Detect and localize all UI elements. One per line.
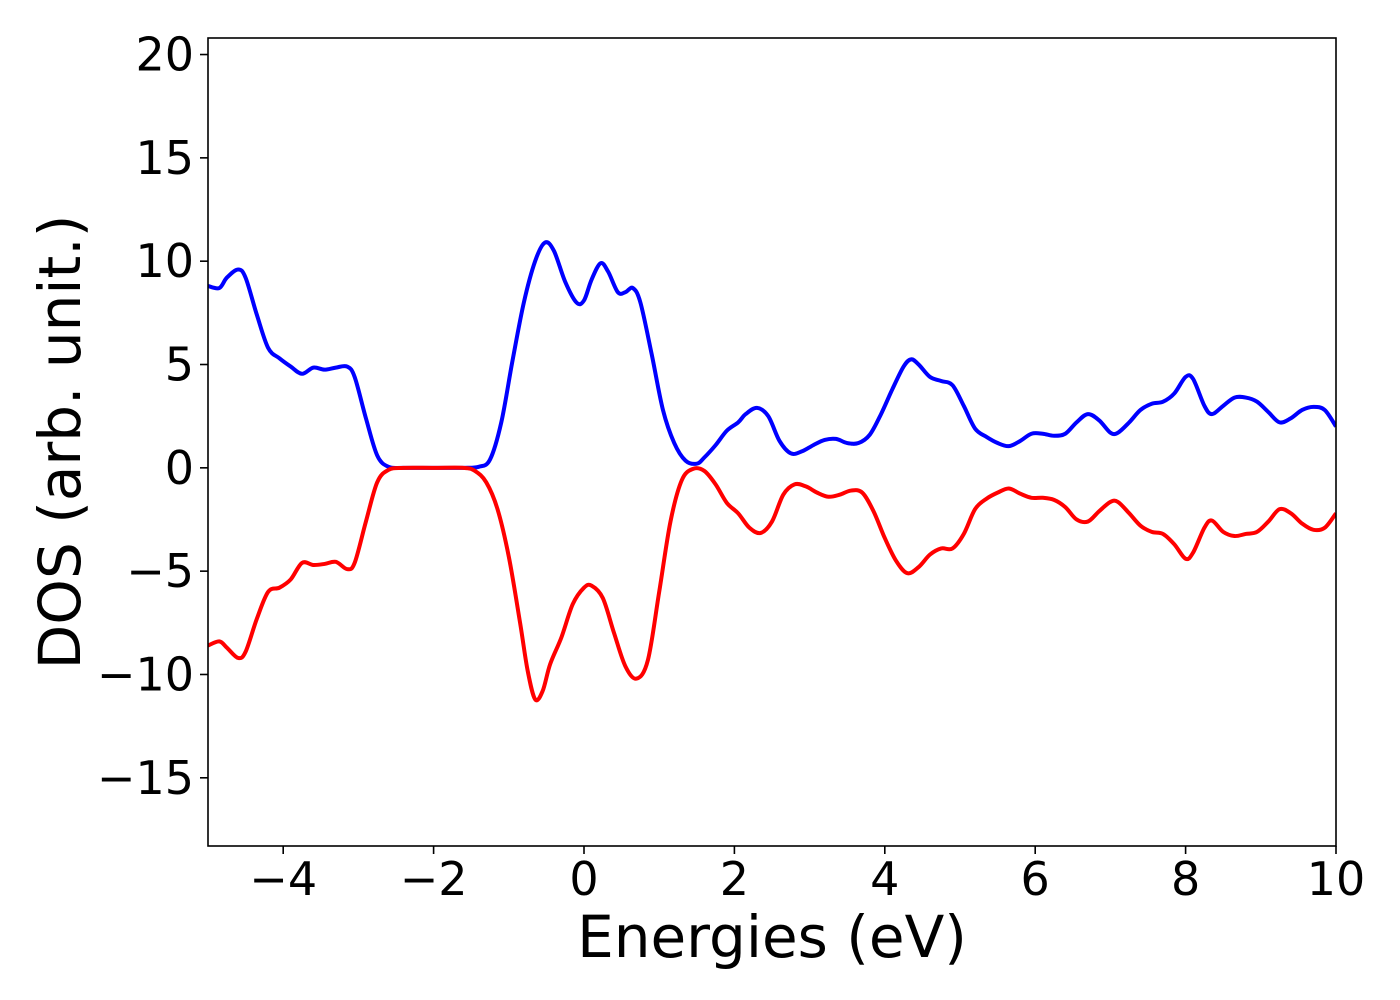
x-axis: −4 −2 0 2 4 6 8 10 <box>249 846 1365 906</box>
y-tick-label: −10 <box>97 647 194 701</box>
x-tick-label: 8 <box>1171 852 1200 906</box>
series-group <box>208 240 1336 703</box>
y-tick-label: 5 <box>165 338 194 392</box>
y-axis-label: DOS (arb. unit.) <box>26 215 94 670</box>
y-tick-label: 15 <box>135 131 194 185</box>
y-tick-label: 0 <box>165 441 194 495</box>
x-tick-label: −2 <box>400 852 468 906</box>
x-tick-label: 4 <box>870 852 899 906</box>
y-tick-label: 20 <box>135 28 194 82</box>
plot-frame <box>207 37 1337 847</box>
y-tick-label: 10 <box>135 234 194 288</box>
series-line-blue <box>208 240 1336 471</box>
series-line-red <box>208 465 1336 703</box>
x-tick-label: 6 <box>1021 852 1050 906</box>
x-tick-label: 0 <box>569 852 598 906</box>
x-tick-label: 10 <box>1307 852 1366 906</box>
x-tick-label: −4 <box>249 852 317 906</box>
y-tick-label: −5 <box>126 544 194 598</box>
y-axis: −15 −10 −5 0 5 10 15 20 <box>97 28 208 805</box>
y-tick-label: −15 <box>97 751 194 805</box>
x-axis-label: Energies (eV) <box>577 903 967 971</box>
x-tick-label: 2 <box>720 852 749 906</box>
